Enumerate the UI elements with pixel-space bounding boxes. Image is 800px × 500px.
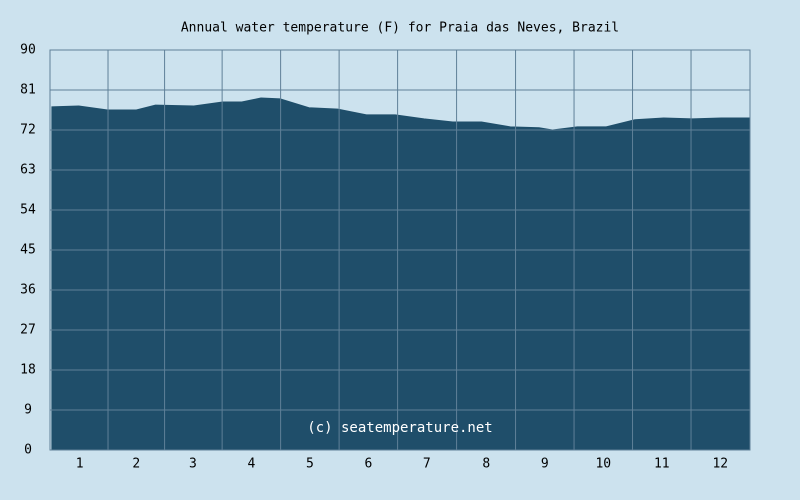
watermark: (c) seatemperature.net <box>307 420 492 436</box>
x-tick-label: 7 <box>423 457 431 472</box>
x-tick-label: 12 <box>712 457 728 472</box>
x-tick-label: 1 <box>76 457 84 472</box>
chart-title: Annual water temperature (F) for Praia d… <box>181 21 619 36</box>
y-tick-label: 45 <box>20 243 36 258</box>
y-tick-label: 0 <box>24 443 32 458</box>
y-tick-label: 90 <box>20 43 36 58</box>
y-tick-label: 9 <box>24 403 32 418</box>
x-tick-label: 2 <box>132 457 140 472</box>
y-tick-label: 18 <box>20 363 36 378</box>
x-tick-label: 8 <box>482 457 490 472</box>
y-tick-label: 27 <box>20 323 36 338</box>
x-tick-label: 3 <box>189 457 197 472</box>
x-tick-label: 9 <box>541 457 549 472</box>
x-tick-label: 4 <box>247 457 255 472</box>
x-tick-label: 11 <box>654 457 670 472</box>
y-tick-label: 36 <box>20 283 36 298</box>
area <box>51 97 751 451</box>
y-tick-label: 81 <box>20 83 36 98</box>
plot-frame <box>49 49 751 451</box>
y-tick-label: 54 <box>20 203 36 218</box>
x-tick-label: 5 <box>306 457 314 472</box>
y-tick-label: 72 <box>20 123 36 138</box>
x-tick-label: 10 <box>595 457 611 472</box>
y-tick-label: 63 <box>20 163 36 178</box>
x-tick-label: 6 <box>364 457 372 472</box>
